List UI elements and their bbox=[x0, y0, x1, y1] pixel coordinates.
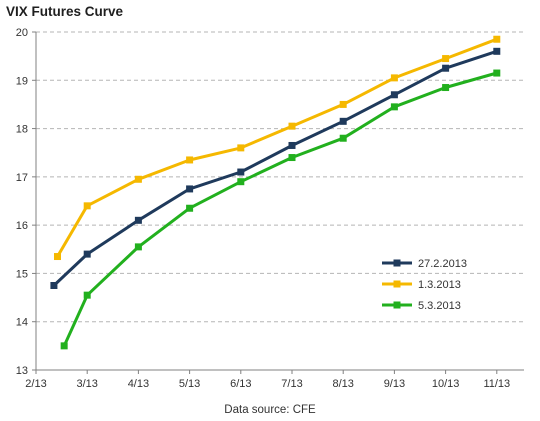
chart-title: VIX Futures Curve bbox=[6, 4, 124, 19]
data-point bbox=[288, 154, 296, 162]
x-tick-label: 11/13 bbox=[483, 378, 510, 390]
data-point bbox=[50, 282, 58, 289]
data-point bbox=[390, 74, 398, 82]
y-tick-label: 18 bbox=[16, 124, 28, 136]
series-line bbox=[62, 71, 498, 347]
y-tick-label: 19 bbox=[16, 75, 28, 87]
data-point bbox=[186, 185, 194, 193]
data-point bbox=[288, 122, 296, 130]
data-point bbox=[237, 178, 245, 186]
data-point bbox=[134, 175, 142, 183]
series-line bbox=[56, 37, 498, 258]
data-point bbox=[493, 35, 501, 43]
data-point bbox=[54, 253, 62, 261]
x-tick-label: 3/13 bbox=[76, 378, 97, 390]
data-point bbox=[442, 55, 450, 63]
data-point bbox=[493, 69, 501, 77]
x-tick-label: 10/13 bbox=[432, 378, 460, 390]
x-tick-label: 6/13 bbox=[230, 378, 251, 390]
data-point bbox=[390, 103, 398, 111]
data-point bbox=[339, 117, 347, 125]
legend-swatch-marker bbox=[393, 259, 401, 267]
data-point bbox=[83, 291, 91, 299]
x-tick-label: 8/13 bbox=[332, 378, 353, 390]
data-point bbox=[83, 250, 91, 258]
y-tick-label: 13 bbox=[16, 365, 28, 377]
data-point bbox=[339, 100, 347, 108]
x-tick-label: 5/13 bbox=[179, 378, 200, 390]
data-point bbox=[442, 84, 450, 92]
series-line bbox=[52, 49, 498, 287]
legend-label: 27.2.2013 bbox=[418, 258, 467, 270]
data-point bbox=[339, 134, 347, 142]
legend-swatch-marker bbox=[393, 280, 401, 288]
data-point bbox=[134, 216, 142, 224]
data-point bbox=[60, 342, 68, 350]
y-tick-label: 16 bbox=[16, 220, 28, 232]
x-tick-label: 9/13 bbox=[384, 378, 405, 390]
x-tick-label: 4/13 bbox=[128, 378, 149, 390]
legend-label: 5.3.2013 bbox=[418, 300, 461, 312]
data-point bbox=[390, 91, 398, 99]
data-point bbox=[186, 204, 194, 212]
x-tick-label: 7/13 bbox=[281, 378, 302, 390]
data-source-note: Data source: CFE bbox=[224, 404, 316, 416]
legend-label: 1.3.2013 bbox=[418, 279, 461, 291]
y-tick-label: 17 bbox=[16, 172, 28, 184]
y-tick-label: 14 bbox=[16, 317, 28, 329]
data-point bbox=[83, 202, 91, 210]
data-point bbox=[442, 64, 450, 72]
legend-swatch-marker bbox=[393, 301, 401, 309]
data-point bbox=[237, 168, 245, 176]
data-point bbox=[186, 156, 194, 164]
y-tick-label: 15 bbox=[16, 268, 28, 280]
data-point bbox=[134, 243, 142, 251]
data-point bbox=[237, 144, 245, 152]
data-point bbox=[493, 47, 501, 55]
y-tick-label: 20 bbox=[16, 27, 28, 39]
x-tick-label: 2/13 bbox=[25, 378, 46, 390]
data-point bbox=[288, 141, 296, 149]
